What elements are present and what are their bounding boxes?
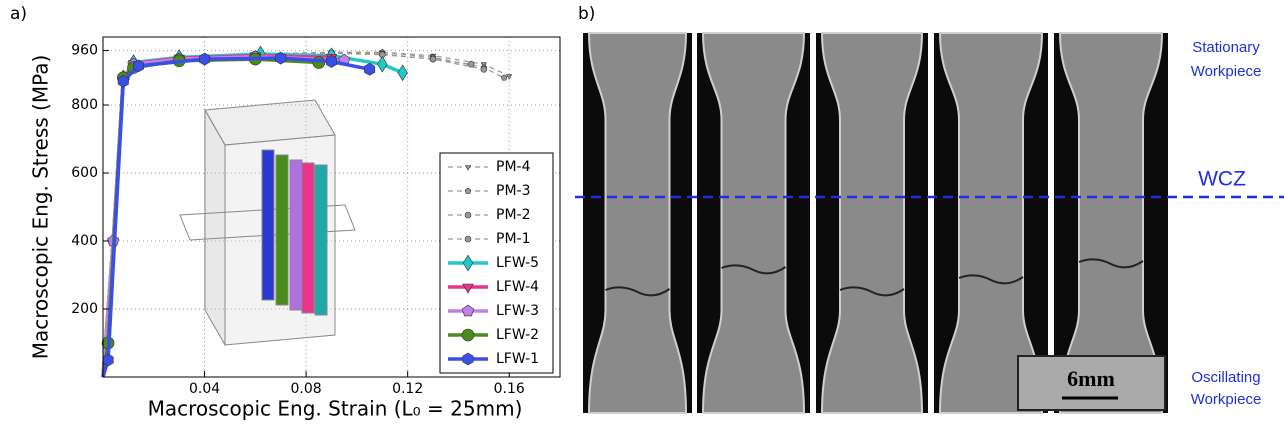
- data-point: [397, 64, 408, 82]
- specimen: [587, 32, 688, 414]
- data-point: [506, 74, 513, 80]
- x-tick-label: 0.04: [189, 381, 220, 397]
- data-point: [199, 52, 211, 66]
- series-line: [101, 56, 370, 378]
- legend-marker: [462, 254, 474, 272]
- x-axis-label: Macroscopic Eng. Strain (L₀ = 25mm): [148, 397, 523, 421]
- x-tick-label: 0.16: [494, 381, 525, 397]
- legend-label: LFW-3: [496, 303, 539, 319]
- y-axis-label: Macroscopic Eng. Stress (MPa): [29, 55, 53, 360]
- legend: PM-4 PM-3 PM-2 PM-1 LFW-5 LFW-4 LFW-3 LFW-2 LFW-…: [439, 152, 554, 374]
- data-point: [480, 66, 488, 73]
- specimen: [820, 32, 924, 414]
- scale-bar-box: [1017, 355, 1166, 411]
- legend-label: PM-1: [496, 231, 530, 247]
- legend-label: PM-2: [496, 207, 530, 223]
- axes-frame: [102, 36, 561, 378]
- inset-diagram: [179, 99, 356, 347]
- photo-label: Stationary: [1192, 39, 1260, 56]
- data-point: [377, 55, 388, 73]
- data-point: [467, 60, 475, 68]
- legend-label: LFW-4: [496, 279, 539, 295]
- chart: 0.04 0.08 0.12 0.16 200 400 600 800 960 Macrosco…: [29, 36, 561, 421]
- photo-label: WCZ: [1198, 168, 1246, 191]
- y-tick-label: 600: [71, 165, 98, 181]
- legend-marker: [462, 283, 474, 294]
- scale-bar-label: 6mm: [1067, 366, 1115, 391]
- specimen: [1058, 32, 1164, 414]
- data-point: [364, 62, 376, 76]
- photo-label: Workpiece: [1191, 63, 1262, 80]
- legend-marker: [464, 235, 472, 243]
- crack: [958, 274, 1024, 285]
- legend-marker: [464, 165, 472, 171]
- panel-label: a): [10, 4, 27, 24]
- ticks: 0.04 0.08 0.12 0.16 200 400 600 800 960: [71, 43, 525, 397]
- crack: [721, 264, 787, 275]
- photo-label: Workpiece: [1191, 391, 1262, 408]
- specimen: [938, 32, 1044, 414]
- data-point: [102, 353, 114, 367]
- crack: [605, 286, 671, 297]
- legend-label: LFW-2: [496, 327, 539, 343]
- x-tick-label: 0.12: [392, 381, 423, 397]
- legend-label: LFW-1: [496, 351, 539, 367]
- data-point: [325, 55, 338, 68]
- crack: [1078, 258, 1144, 269]
- panel-label: b): [578, 4, 595, 24]
- photo-panel: [583, 32, 1168, 414]
- legend-label: LFW-5: [496, 255, 539, 271]
- data-point: [500, 74, 508, 81]
- legend-marker: [461, 304, 475, 317]
- y-tick-label: 960: [71, 43, 98, 59]
- legend-label: PM-4: [496, 159, 531, 175]
- data-point: [275, 51, 287, 65]
- data-point: [429, 55, 437, 63]
- photo-label: Oscillating: [1191, 369, 1260, 386]
- data-point: [117, 74, 129, 88]
- legend-marker: [462, 352, 474, 366]
- y-tick-label: 400: [71, 233, 98, 249]
- legend-marker: [464, 211, 472, 219]
- legend-label: PM-3: [496, 183, 530, 199]
- data-point: [133, 59, 144, 73]
- crack: [839, 286, 905, 297]
- x-tick-label: 0.08: [291, 381, 322, 397]
- y-tick-label: 800: [71, 97, 98, 113]
- series-layer: [101, 45, 513, 378]
- y-tick-label: 200: [71, 301, 98, 317]
- legend-marker: [464, 187, 472, 194]
- specimen: [701, 32, 806, 414]
- legend-marker: [461, 328, 475, 342]
